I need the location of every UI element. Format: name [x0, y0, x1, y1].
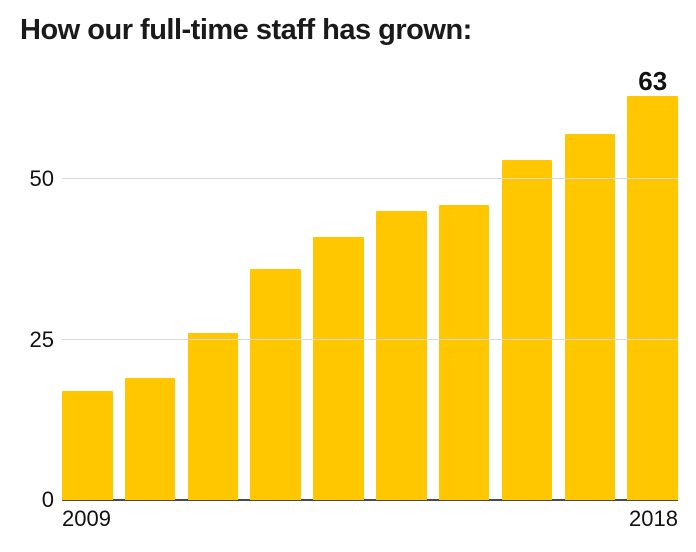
bar-value-label: 63 — [638, 66, 667, 97]
bar — [376, 211, 427, 500]
chart-container: How our full-time staff has grown: 63 02… — [0, 0, 696, 552]
bar — [62, 391, 113, 500]
bar: 63 — [627, 96, 678, 500]
y-tick-label: 0 — [42, 487, 54, 513]
chart-title: How our full-time staff has grown: — [20, 14, 472, 47]
x-tick-label: 2018 — [629, 506, 678, 532]
y-tick-label: 25 — [30, 327, 54, 353]
x-tick-label: 2009 — [62, 506, 111, 532]
bar — [502, 160, 553, 500]
bar — [565, 134, 616, 500]
bar — [439, 205, 490, 500]
y-tick-label: 50 — [30, 166, 54, 192]
gridline — [62, 339, 678, 340]
gridline — [62, 178, 678, 179]
bars-group: 63 — [62, 70, 678, 500]
bar — [250, 269, 301, 500]
bar — [188, 333, 239, 500]
bar — [125, 378, 176, 500]
plot-area: 63 0255020092018 — [62, 70, 678, 500]
bar — [313, 237, 364, 500]
